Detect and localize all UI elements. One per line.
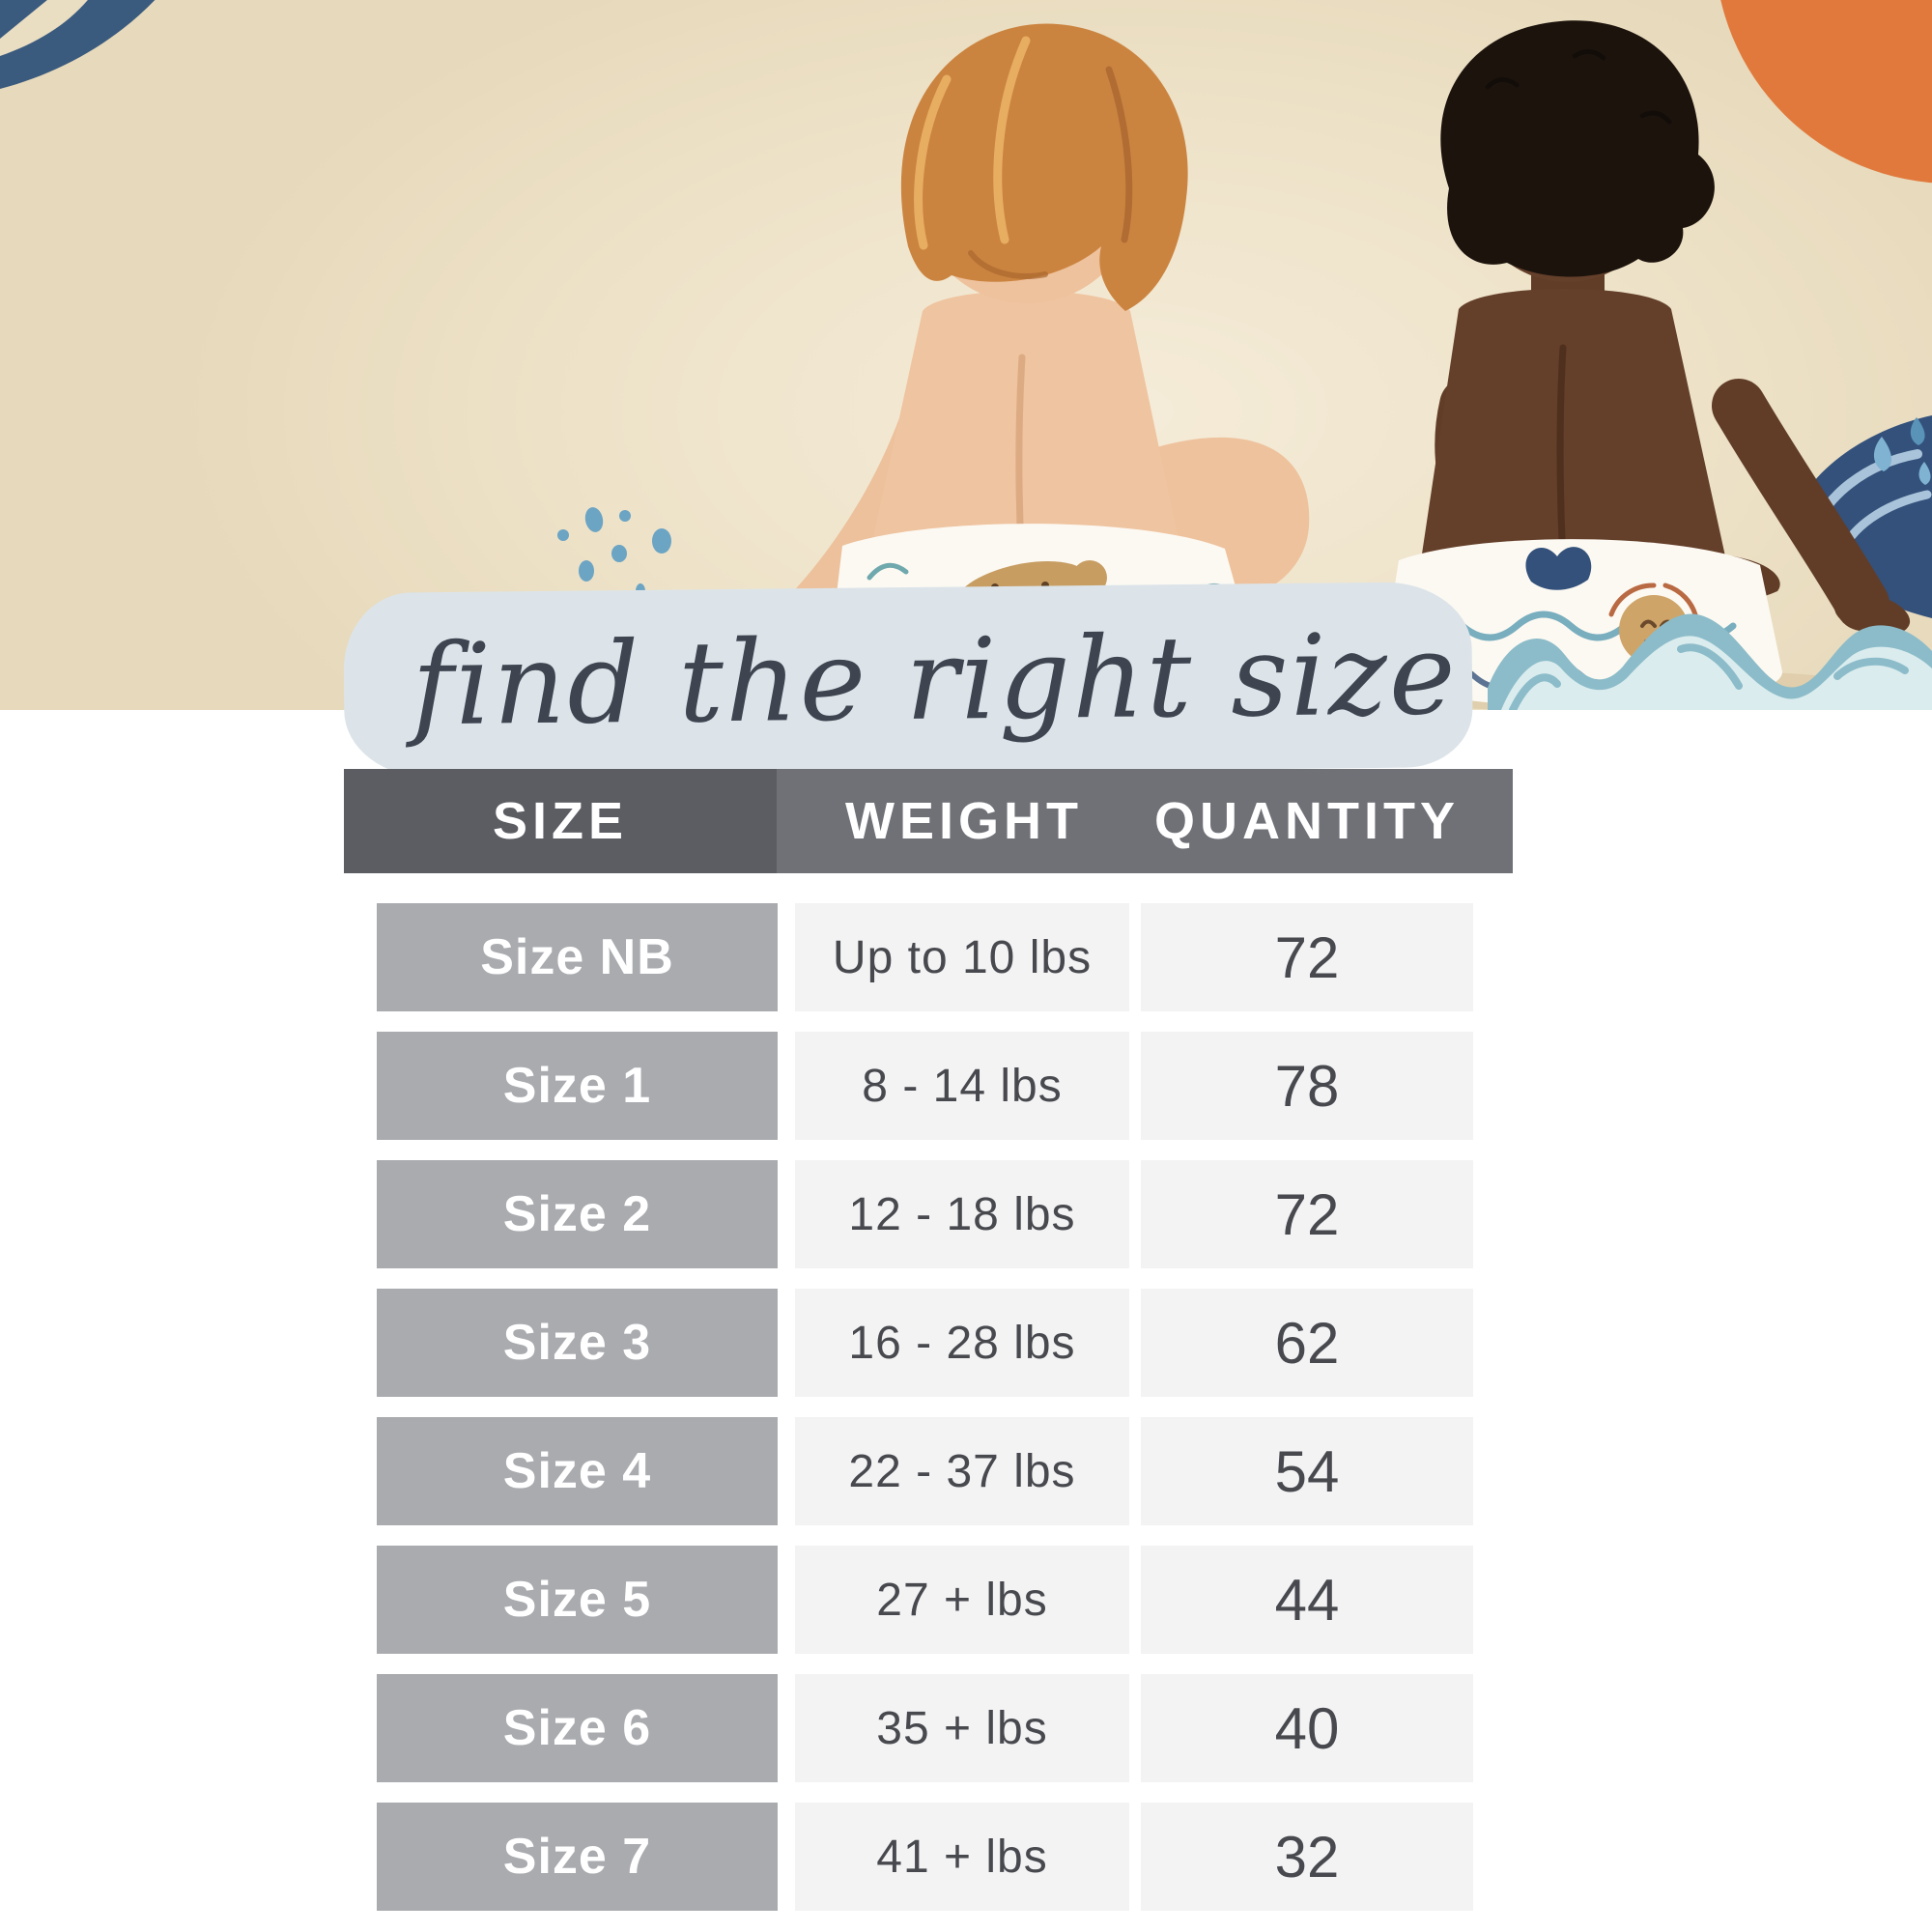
table-row: Size 4 22 - 37 lbs 54 (0, 1417, 1932, 1525)
size-label: Size 2 (377, 1160, 778, 1268)
quantity-value: 40 (1141, 1674, 1473, 1782)
header-size-label: SIZE (492, 792, 629, 850)
orange-circle-decoration (1720, 0, 1932, 184)
blue-dots-decoration (557, 507, 671, 599)
size-label: Size 7 (377, 1803, 778, 1911)
header-cell-size: SIZE (344, 769, 777, 873)
table-row: Size 6 35 + lbs 40 (0, 1674, 1932, 1782)
header-weight-label: WEIGHT (845, 792, 1083, 850)
size-label: Size 1 (377, 1032, 778, 1140)
size-label: Size 5 (377, 1546, 778, 1654)
weight-value: 16 - 28 lbs (795, 1289, 1129, 1397)
quantity-value: 62 (1141, 1289, 1473, 1397)
table-row: Size 3 16 - 28 lbs 62 (0, 1289, 1932, 1397)
table-row: Size 7 41 + lbs 32 (0, 1803, 1932, 1911)
waves-decoration (1488, 613, 1932, 710)
table-row: Size NB Up to 10 lbs 72 (0, 903, 1932, 1011)
quantity-value: 72 (1141, 1160, 1473, 1268)
water-drops-decoration (1873, 417, 1931, 485)
quantity-value: 78 (1141, 1032, 1473, 1140)
header-quantity-label: QUANTITY (1153, 792, 1460, 850)
weight-value: Up to 10 lbs (795, 903, 1129, 1011)
page-title: find the right size (411, 609, 1459, 751)
weight-value: 27 + lbs (795, 1546, 1129, 1654)
weight-value: 8 - 14 lbs (795, 1032, 1129, 1140)
table-header: SIZE WEIGHT QUANTITY (344, 769, 1513, 873)
size-label: Size 6 (377, 1674, 778, 1782)
quantity-value: 54 (1141, 1417, 1473, 1525)
weight-value: 35 + lbs (795, 1674, 1129, 1782)
weight-value: 41 + lbs (795, 1803, 1129, 1911)
table-row: Size 1 8 - 14 lbs 78 (0, 1032, 1932, 1140)
weight-value: 22 - 37 lbs (795, 1417, 1129, 1525)
weight-value: 12 - 18 lbs (795, 1160, 1129, 1268)
size-label: Size 4 (377, 1417, 778, 1525)
title-banner: find the right size (343, 581, 1473, 780)
size-label: Size NB (377, 903, 778, 1011)
table-row: Size 2 12 - 18 lbs 72 (0, 1160, 1932, 1268)
header-cell-weight-quantity: WEIGHT QUANTITY (777, 769, 1513, 873)
quantity-value: 32 (1141, 1803, 1473, 1911)
quantity-value: 44 (1141, 1546, 1473, 1654)
quantity-value: 72 (1141, 903, 1473, 1011)
size-label: Size 3 (377, 1289, 778, 1397)
corner-leaf-decoration (0, 0, 156, 89)
table-row: Size 5 27 + lbs 44 (0, 1546, 1932, 1654)
